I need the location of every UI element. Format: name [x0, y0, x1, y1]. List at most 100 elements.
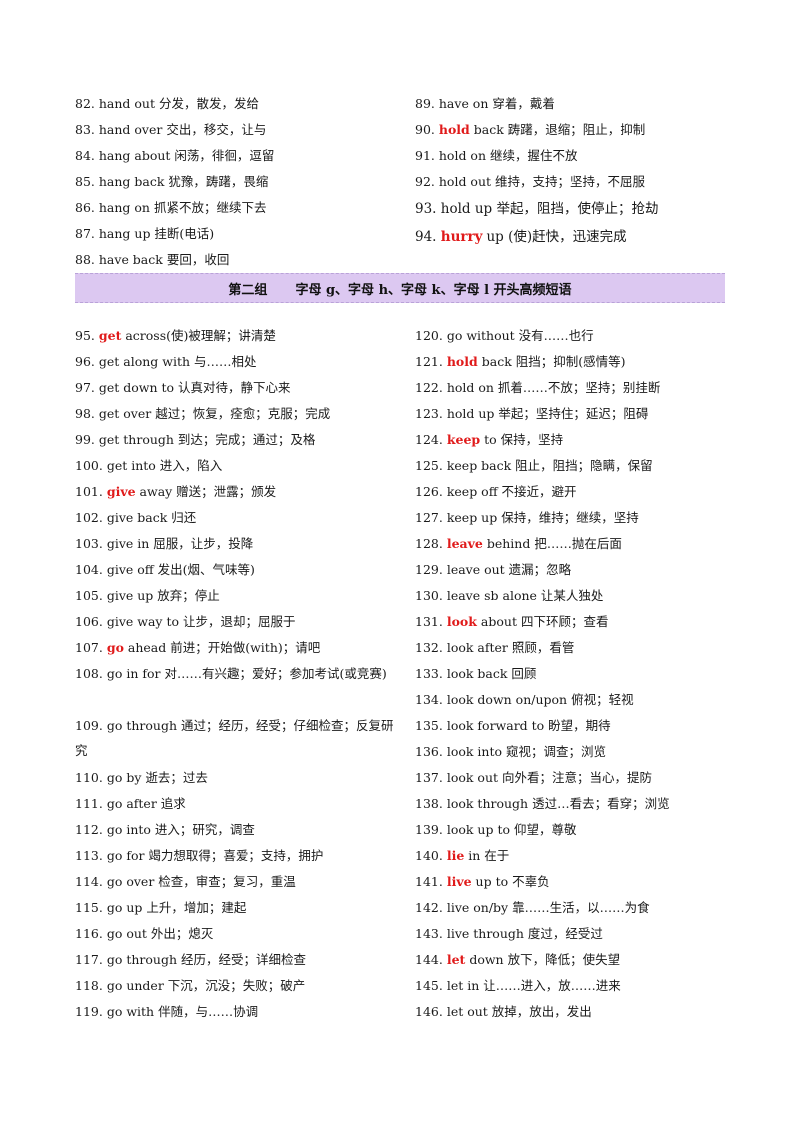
- item-number: 121.: [415, 354, 443, 369]
- item-text: go through 经历，经受；详细检查: [106, 952, 306, 967]
- list-item: 89. have on 穿着，戴着: [415, 95, 735, 113]
- list-item: 114. go over 检查，审查；复习，重温: [75, 873, 405, 891]
- item-text: look through 透过…看去；看穿；浏览: [446, 796, 670, 811]
- list-item: 100. get into 进入，陷入: [75, 457, 405, 475]
- item-text: hand out 分发，散发，发给: [98, 96, 259, 111]
- list-item: 86. hang on 抓紧不放；继续下去: [75, 199, 405, 217]
- item-text: give in 屈服，让步，投降: [106, 536, 254, 551]
- item-number: 89.: [415, 96, 435, 111]
- list-item: 97. get down to 认真对待，静下心来: [75, 379, 405, 397]
- list-item: 110. go by 逝去；过去: [75, 769, 405, 787]
- item-text: hold on 抓着……不放；坚持；别挂断: [446, 380, 661, 395]
- list-item: 143. live through 度过，经受过: [415, 925, 735, 943]
- item-text: go after 追求: [106, 796, 186, 811]
- item-text: go out 外出；熄灭: [106, 926, 214, 941]
- item-number: 83.: [75, 122, 95, 137]
- list-item: 139. look up to 仰望，尊敬: [415, 821, 735, 839]
- list-item: 134. look down on/upon 俯视；轻视: [415, 691, 735, 709]
- item-text: look down on/upon 俯视；轻视: [446, 692, 634, 707]
- item-number: 91.: [415, 148, 435, 163]
- item-number: 84.: [75, 148, 95, 163]
- item-text: give way to 让步，退却；屈服于: [106, 614, 296, 629]
- item-text: live on/by 靠……生活，以……为食: [446, 900, 650, 915]
- item-number: 134.: [415, 692, 443, 707]
- item-text: about 四下环顾；查看: [480, 614, 609, 629]
- keyword-highlight: keep: [446, 432, 481, 447]
- item-text: behind 把……抛在后面: [486, 536, 622, 551]
- item-number: 111.: [75, 796, 103, 811]
- item-number: 128.: [415, 536, 443, 551]
- item-text: go by 逝去；过去: [106, 770, 208, 785]
- item-number: 87.: [75, 226, 95, 241]
- list-item: 105. give up 放弃；停止: [75, 587, 405, 605]
- item-text: up (使)赶快，迅速完成: [486, 229, 627, 245]
- item-text: hold out 维持，支持；坚持，不屈服: [438, 174, 645, 189]
- item-number: 104.: [75, 562, 103, 577]
- list-item: 107. go ahead 前进；开始做(with)；请吧: [75, 639, 405, 657]
- list-item: 144. let down 放下，降低；使失望: [415, 951, 735, 969]
- keyword-highlight: let: [446, 952, 466, 967]
- item-number: 138.: [415, 796, 443, 811]
- item-number: 105.: [75, 588, 103, 603]
- item-number: 116.: [75, 926, 103, 941]
- keyword-highlight: live: [446, 874, 472, 889]
- item-number: 141.: [415, 874, 443, 889]
- list-item: 137. look out 向外看；注意；当心，提防: [415, 769, 735, 787]
- item-text: hang on 抓紧不放；继续下去: [98, 200, 267, 215]
- item-number: 130.: [415, 588, 443, 603]
- list-item: 102. give back 归还: [75, 509, 405, 527]
- item-number: 86.: [75, 200, 95, 215]
- item-number: 110.: [75, 770, 103, 785]
- item-text: to 保持，坚持: [484, 432, 564, 447]
- list-item: 96. get along with 与……相处: [75, 353, 405, 371]
- list-item: 87. hang up 挂断(电话): [75, 225, 405, 243]
- item-text: look out 向外看；注意；当心，提防: [446, 770, 652, 785]
- item-text: have back 要回，收回: [98, 252, 230, 267]
- list-item: 146. let out 放掉，放出，发出: [415, 1003, 735, 1021]
- item-text: down 放下，降低；使失望: [469, 952, 621, 967]
- item-text: get down to 认真对待，静下心来: [98, 380, 291, 395]
- item-text: go through 通过；经历，经受；仔细检查；反复研究: [75, 718, 394, 758]
- item-number: 129.: [415, 562, 443, 577]
- item-number: 108.: [75, 666, 103, 681]
- item-text: back 踌躇，退缩；阻止，抑制: [473, 122, 646, 137]
- list-item: 127. keep up 保持，维持；继续，坚持: [415, 509, 735, 527]
- item-number: 101.: [75, 484, 103, 499]
- list-item: 126. keep off 不接近，避开: [415, 483, 735, 501]
- list-item: 90. hold back 踌躇，退缩；阻止，抑制: [415, 121, 735, 139]
- item-number: 127.: [415, 510, 443, 525]
- item-text: look after 照顾，看管: [446, 640, 575, 655]
- item-number: 109.: [75, 718, 103, 733]
- list-item: 103. give in 屈服，让步，投降: [75, 535, 405, 553]
- list-item: 106. give way to 让步，退却；屈服于: [75, 613, 405, 631]
- item-text: get over 越过；恢复，痊愈；克服；完成: [98, 406, 331, 421]
- item-number: 93.: [415, 201, 437, 217]
- item-text: let out 放掉，放出，发出: [446, 1004, 592, 1019]
- item-text: leave out 遗漏；忽略: [446, 562, 572, 577]
- list-item: 113. go for 竭力想取得；喜爱；支持，拥护: [75, 847, 405, 865]
- list-item: 98. get over 越过；恢复，痊愈；克服；完成: [75, 405, 405, 423]
- item-number: 114.: [75, 874, 103, 889]
- item-text: look forward to 盼望，期待: [446, 718, 611, 733]
- item-text: give back 归还: [106, 510, 197, 525]
- list-item: 124. keep to 保持，坚持: [415, 431, 735, 449]
- list-item: 101. give away 赠送；泄露；颁发: [75, 483, 405, 501]
- list-item: 85. hang back 犹豫，踌躇，畏缩: [75, 173, 405, 191]
- item-text: hang up 挂断(电话): [98, 226, 215, 241]
- list-item: 135. look forward to 盼望，期待: [415, 717, 735, 735]
- item-text: give up 放弃；停止: [106, 588, 220, 603]
- list-item: 111. go after 追求: [75, 795, 405, 813]
- section-title: 字母 g、字母 h、字母 k、字母 l 开头高频短语: [295, 282, 572, 298]
- keyword-highlight: look: [446, 614, 477, 629]
- item-text: get into 进入，陷入: [106, 458, 223, 473]
- item-text: away 赠送；泄露；颁发: [139, 484, 277, 499]
- keyword-highlight: give: [106, 484, 136, 499]
- list-item: 121. hold back 阻挡；抑制(感情等): [415, 353, 735, 371]
- item-text: hang back 犹豫，踌躇，畏缩: [98, 174, 269, 189]
- item-text: leave sb alone 让某人独处: [446, 588, 604, 603]
- item-number: 146.: [415, 1004, 443, 1019]
- item-text: look up to 仰望，尊敬: [446, 822, 577, 837]
- item-text: go for 竭力想取得；喜爱；支持，拥护: [106, 848, 324, 863]
- item-number: 95.: [75, 328, 95, 343]
- item-number: 92.: [415, 174, 435, 189]
